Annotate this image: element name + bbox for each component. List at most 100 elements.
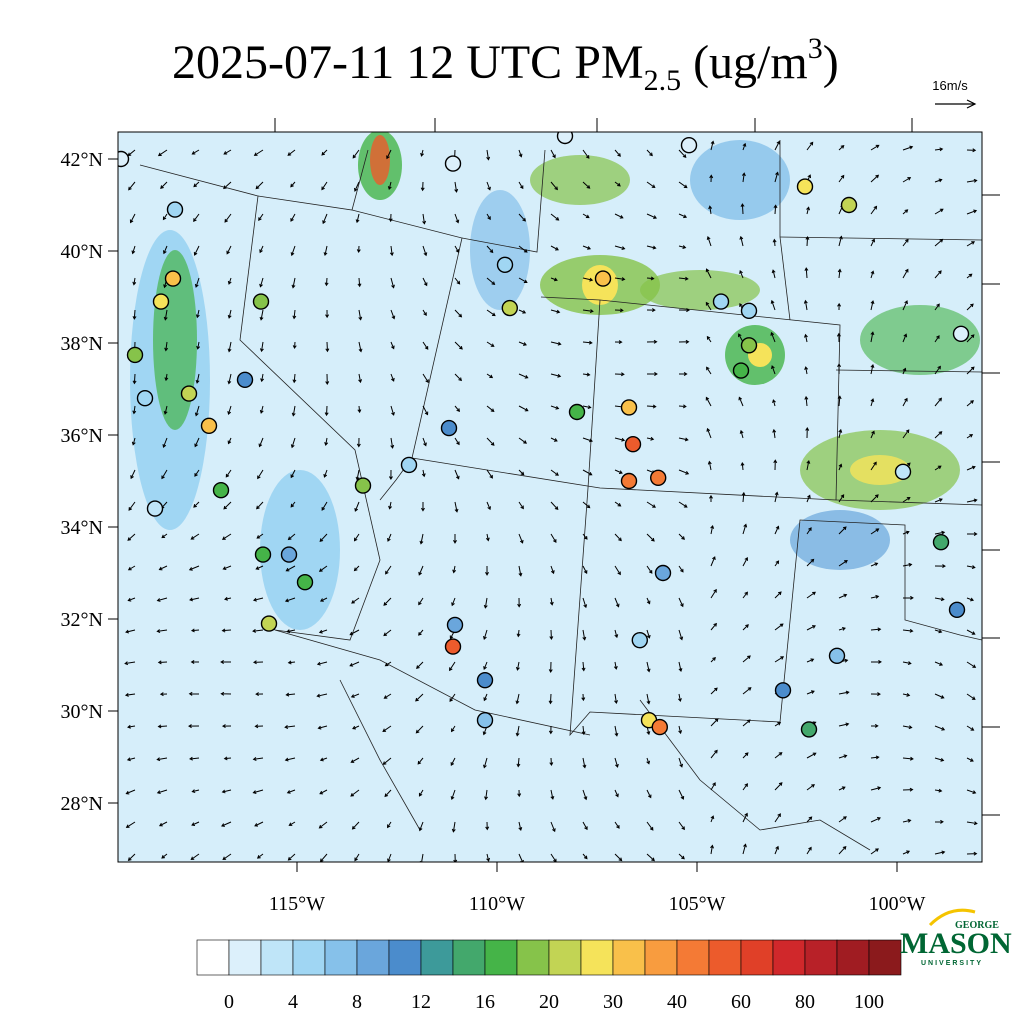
wind-arrow [934, 661, 944, 666]
station [444, 155, 462, 172]
wind-arrow [770, 299, 776, 311]
wind-arrow [774, 845, 779, 855]
wind-arrow [285, 692, 296, 697]
wind-arrow [189, 756, 200, 761]
wind-arrow [350, 693, 360, 698]
wind-arrow [710, 656, 716, 663]
wind-arrow [966, 400, 974, 407]
wind-arrow [966, 334, 975, 343]
wind-arrow [132, 373, 137, 385]
wind-arrow [258, 213, 264, 222]
station [948, 601, 966, 618]
wind-arrow [738, 396, 744, 407]
wind-arrow [354, 853, 360, 862]
wind-arrow [614, 725, 619, 737]
wind-arrow [390, 405, 395, 416]
wind-arrow [774, 623, 784, 631]
wind-arrow [582, 821, 588, 831]
wind-arrow [870, 848, 879, 855]
lon-label: 115°W [269, 893, 325, 915]
wind-arrow [870, 528, 880, 535]
wind-arrow [548, 693, 553, 705]
wind-arrow [678, 308, 690, 313]
station [800, 721, 818, 738]
wind-arrow [318, 565, 328, 572]
wind-arrow [517, 597, 522, 608]
wind-arrow [870, 494, 879, 503]
lat-label: 42°N [61, 149, 103, 171]
colorbar-box [580, 939, 614, 976]
wind-arrow [614, 277, 626, 282]
wind-arrow [705, 396, 712, 407]
colorbar-box [516, 939, 550, 976]
wind-arrow [418, 597, 424, 606]
wind-arrow [870, 331, 875, 343]
station [164, 270, 182, 287]
colorbar-label: 12 [411, 991, 431, 1013]
wind-arrow [421, 469, 426, 478]
wind-arrow [934, 788, 943, 793]
reference-arrow [935, 99, 977, 109]
wind-arrow [870, 300, 875, 311]
wind-arrow [870, 461, 877, 471]
wind-arrow [806, 752, 817, 759]
wind-arrow [316, 661, 328, 666]
wind-arrow [838, 754, 848, 759]
wind-arrow [705, 268, 712, 279]
wind-arrow [582, 789, 588, 801]
wind-arrow [422, 277, 428, 287]
wind-arrow [253, 660, 264, 665]
wind-arrow [806, 625, 816, 631]
wind-arrow [550, 309, 561, 314]
wind-arrow [255, 181, 264, 190]
wind-arrow [387, 533, 392, 542]
wind-arrow [486, 149, 491, 161]
wind-arrow [189, 597, 200, 602]
wind-arrow [678, 339, 690, 344]
wind-arrow [774, 491, 779, 503]
wind-arrow [709, 494, 713, 503]
wind-arrow [226, 245, 232, 255]
title-main: 2025-07-11 12 UTC PM [172, 36, 644, 89]
wind-arrow [317, 725, 328, 730]
wind-arrow [838, 526, 847, 535]
wind-arrow [220, 691, 232, 696]
wind-arrow [870, 692, 881, 697]
wind-arrow [322, 213, 328, 225]
wind-arrow [742, 591, 749, 599]
wind-arrow [256, 533, 264, 539]
wind-arrow [349, 629, 360, 636]
wind-arrow [708, 205, 713, 215]
title-close: ) [823, 36, 839, 89]
wind-arrow [870, 627, 882, 632]
wind-arrow [706, 366, 712, 375]
wind-arrow [483, 661, 488, 671]
lat-label: 36°N [61, 425, 103, 447]
wind-arrow [194, 405, 200, 417]
wind-arrow [387, 181, 392, 191]
wind-arrow [223, 756, 232, 761]
wind-arrow [385, 565, 392, 575]
wind-arrow [774, 752, 783, 759]
wind-arrow [548, 661, 553, 673]
station [236, 371, 254, 388]
wind-arrow [870, 817, 881, 823]
wind-arrow [614, 213, 624, 219]
wind-arrow [550, 533, 557, 543]
station [400, 456, 418, 474]
wind-arrow [190, 533, 200, 540]
station [624, 436, 642, 453]
wind-arrow [288, 821, 296, 826]
wind-arrow [418, 629, 424, 636]
wind-arrow [450, 789, 456, 801]
wind-arrow [646, 533, 655, 542]
colorbar-label: 40 [667, 991, 687, 1013]
colorbar-box [228, 939, 262, 976]
wind-arrow [390, 341, 395, 350]
wind-arrow [256, 853, 264, 859]
wind-arrow [193, 245, 200, 256]
wind-arrow [550, 789, 555, 800]
title-sup: 3 [808, 32, 823, 65]
lat-label: 38°N [61, 333, 103, 355]
station [280, 546, 298, 563]
